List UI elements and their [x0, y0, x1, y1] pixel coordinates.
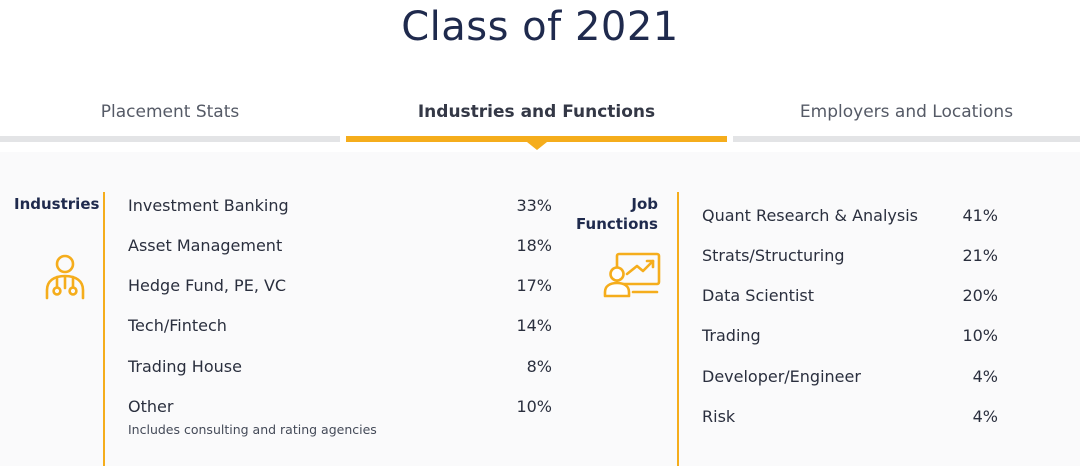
job-function-name: Risk	[702, 407, 736, 426]
job-function-name: Developer/Engineer	[702, 367, 861, 386]
industry-name: Hedge Fund, PE, VC	[128, 276, 287, 295]
job-functions-divider	[677, 192, 679, 466]
industry-name: Other	[128, 397, 174, 416]
job-function-name: Quant Research & Analysis	[702, 206, 918, 225]
industry-pct: 14%	[516, 316, 552, 335]
job-function-pct: 4%	[972, 407, 998, 426]
job-function-pct: 21%	[962, 246, 998, 265]
industry-name: Asset Management	[128, 236, 283, 255]
active-tab-caret-icon	[527, 142, 547, 150]
page-title: Class of 2021	[401, 4, 679, 50]
tab-bar: Placement Stats Industries and Functions…	[0, 82, 1080, 152]
industry-pct: 10%	[516, 397, 552, 416]
job-function-pct: 4%	[972, 367, 998, 386]
job-function-pct: 41%	[962, 206, 998, 225]
job-function-name: Strats/Structuring	[702, 246, 845, 265]
industries-label: Industries	[14, 195, 100, 213]
job-functions-label-line2: Functions	[576, 215, 658, 233]
tab-employers-and-locations[interactable]: Employers and Locations	[799, 102, 1014, 122]
industry-name: Investment Banking	[128, 196, 289, 215]
job-functions-label: Job Functions	[560, 194, 658, 234]
tab-underline-employers	[733, 136, 1080, 142]
job-function-name: Trading	[702, 326, 761, 345]
other-note: Includes consulting and rating agencies	[128, 422, 377, 437]
presentation-chart-icon	[603, 252, 661, 298]
industry-pct: 17%	[516, 276, 552, 295]
job-function-pct: 10%	[962, 326, 998, 345]
industry-pct: 8%	[526, 357, 552, 376]
content-panel	[0, 152, 1080, 466]
job-function-pct: 20%	[962, 286, 998, 305]
industry-pct: 33%	[516, 196, 552, 215]
person-network-icon	[45, 254, 85, 300]
industry-name: Trading House	[128, 357, 242, 376]
industry-pct: 18%	[516, 236, 552, 255]
tab-placement-stats[interactable]: Placement Stats	[100, 102, 240, 122]
industry-name: Tech/Fintech	[128, 316, 227, 335]
job-function-name: Data Scientist	[702, 286, 814, 305]
tab-underline-active	[346, 136, 727, 142]
tab-industries-and-functions[interactable]: Industries and Functions	[417, 102, 656, 122]
job-functions-label-line1: Job	[631, 195, 658, 213]
tab-underline-placement	[0, 136, 340, 142]
industries-divider	[103, 192, 105, 466]
